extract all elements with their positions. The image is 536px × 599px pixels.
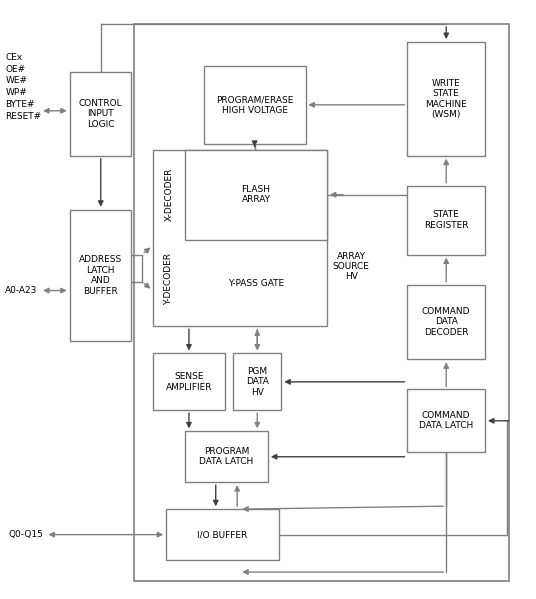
Text: Y-DECODER: Y-DECODER	[165, 253, 173, 305]
Text: PGM
DATA
HV: PGM DATA HV	[246, 367, 269, 397]
Text: ADDRESS
LATCH
AND
BUFFER: ADDRESS LATCH AND BUFFER	[79, 255, 122, 296]
Text: SENSE
AMPLIFIER: SENSE AMPLIFIER	[166, 372, 212, 392]
Text: A0-A23: A0-A23	[5, 286, 38, 295]
Text: WRITE
STATE
MACHINE
(WSM): WRITE STATE MACHINE (WSM)	[426, 78, 467, 119]
Bar	[407, 285, 485, 359]
Text: I/O BUFFER: I/O BUFFER	[197, 530, 248, 539]
Bar	[204, 66, 306, 144]
Bar	[407, 186, 485, 255]
Bar	[70, 210, 131, 341]
Text: PROGRAM/ERASE
HIGH VOLTAGE: PROGRAM/ERASE HIGH VOLTAGE	[216, 95, 293, 114]
Text: CONTROL
INPUT
LOGIC: CONTROL INPUT LOGIC	[79, 99, 122, 129]
Text: FLASH
ARRAY: FLASH ARRAY	[241, 185, 271, 204]
Text: COMMAND
DATA
DECODER: COMMAND DATA DECODER	[422, 307, 471, 337]
Bar	[70, 72, 131, 156]
Bar	[153, 150, 327, 326]
Text: CEx
OE#
WE#
WP#
BYTE#
RESET#: CEx OE# WE# WP# BYTE# RESET#	[5, 53, 41, 121]
Text: Y-PASS GATE: Y-PASS GATE	[228, 279, 284, 288]
Text: X-DECODER: X-DECODER	[165, 167, 173, 220]
Bar	[153, 353, 225, 410]
Bar	[407, 42, 485, 156]
Bar	[233, 353, 281, 410]
Text: STATE
REGISTER: STATE REGISTER	[424, 210, 468, 230]
Bar	[185, 150, 327, 240]
Bar	[166, 509, 279, 560]
Text: ARRAY
SOURCE
HV: ARRAY SOURCE HV	[333, 252, 369, 282]
Text: Q0-Q15: Q0-Q15	[8, 530, 43, 540]
Bar	[407, 389, 485, 452]
Bar	[134, 24, 509, 581]
Text: PROGRAM
DATA LATCH: PROGRAM DATA LATCH	[199, 447, 254, 467]
Bar	[185, 431, 268, 482]
Text: COMMAND
DATA LATCH: COMMAND DATA LATCH	[419, 411, 473, 431]
